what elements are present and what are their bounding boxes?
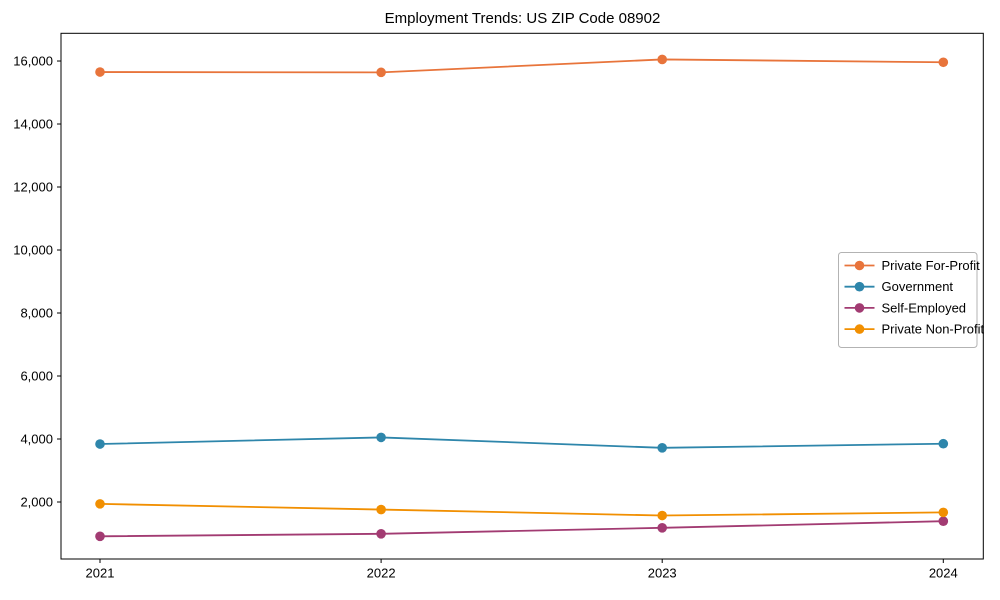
legend-marker <box>854 324 865 334</box>
y-axis-tick-label: 8,000 <box>20 306 53 321</box>
plot-border <box>60 32 984 560</box>
data-point <box>657 54 667 65</box>
legend-marker <box>854 260 865 271</box>
chart-title: Employment Trends: US ZIP Code 08902 <box>384 10 661 27</box>
data-point <box>376 529 386 539</box>
y-axis-tick-label: 14,000 <box>13 117 53 132</box>
y-axis-tick-label: 4,000 <box>20 431 53 446</box>
data-point <box>938 57 949 68</box>
data-point <box>95 439 105 449</box>
legend-label: Government <box>882 279 954 294</box>
data-point <box>376 67 386 78</box>
data-point <box>938 516 949 527</box>
data-point <box>938 507 949 518</box>
x-axis-tick-label: 2024 <box>929 566 958 581</box>
legend-label: Private Non-Profit <box>882 322 985 337</box>
data-point <box>95 531 105 542</box>
legend-box <box>838 252 978 348</box>
data-point <box>938 438 949 449</box>
legend-label: Private For-Profit <box>882 258 981 273</box>
series-line-1 <box>99 436 944 449</box>
legend-marker <box>854 281 865 292</box>
x-axis-tick-label: 2022 <box>367 566 396 581</box>
legend-label: Self-Employed <box>882 300 967 315</box>
data-point <box>657 510 667 521</box>
legend-marker <box>854 303 865 313</box>
y-axis-tick-label: 16,000 <box>13 54 53 69</box>
y-axis-tick-label: 10,000 <box>13 243 53 258</box>
x-axis-tick-label: 2021 <box>86 566 115 581</box>
series-line-3 <box>99 502 944 517</box>
data-point <box>376 432 386 443</box>
y-axis-tick-label: 6,000 <box>20 368 53 383</box>
x-axis-tick-label: 2023 <box>648 566 677 581</box>
data-point <box>376 504 386 515</box>
data-point <box>95 499 105 509</box>
data-point <box>657 443 667 453</box>
series-line-0 <box>99 58 944 74</box>
y-axis-tick-label: 12,000 <box>13 180 53 195</box>
data-point <box>95 67 105 77</box>
data-point <box>657 523 667 533</box>
series-line-2 <box>99 520 944 538</box>
y-axis-tick-label: 2,000 <box>20 494 53 509</box>
